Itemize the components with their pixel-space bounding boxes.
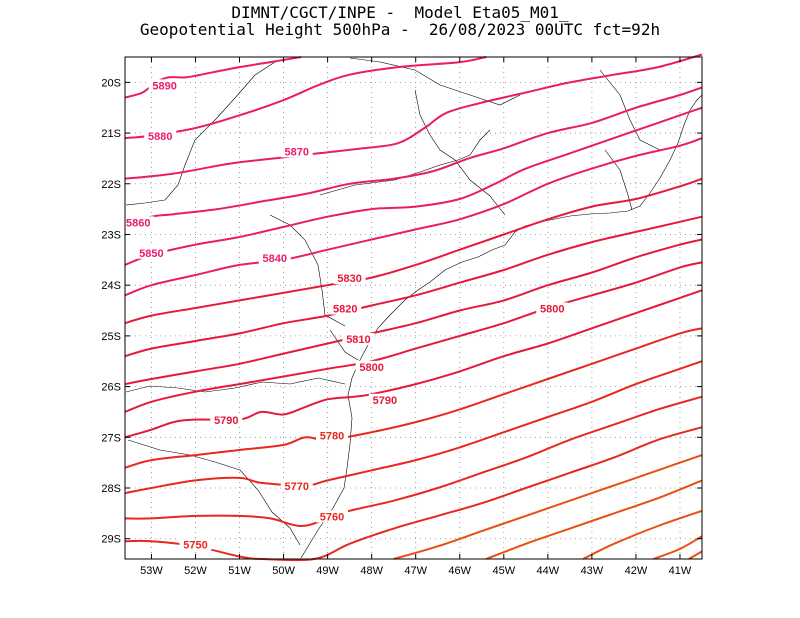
contour-label-bg	[329, 302, 362, 315]
state-border	[127, 439, 301, 546]
contour-label-bg	[135, 246, 168, 259]
lat-tick-label: 27S	[101, 432, 121, 444]
contour-label-bg	[210, 414, 243, 427]
lat-tick-label: 20S	[101, 77, 121, 89]
contour-label-5830: 5830	[337, 273, 361, 285]
contour-5790	[124, 289, 703, 439]
contour-label-5790: 5790	[214, 415, 238, 427]
contour-label-5760: 5760	[320, 511, 344, 523]
contour-label-bg	[280, 480, 313, 493]
contour-label-5850: 5850	[139, 248, 163, 260]
state-border	[414, 89, 506, 216]
contour-label-5800: 5800	[540, 304, 564, 316]
lon-tick-label: 41W	[669, 565, 692, 577]
title-line-2: Geopotential Height 500hPa - 26/08/2023 …	[139, 20, 661, 39]
contour-label-bg	[342, 332, 375, 345]
lon-tick-label: 48W	[360, 565, 383, 577]
contour-5850	[124, 106, 703, 266]
state-border	[329, 329, 359, 361]
title-line-1: DIMNT/CGCT/INPE - Model Eta05_M01_	[231, 3, 569, 22]
contour-5780	[124, 327, 703, 469]
contour-label-5790: 5790	[373, 395, 397, 407]
contour-5840	[124, 137, 703, 297]
state-border	[125, 377, 346, 393]
lon-tick-label: 46W	[448, 565, 471, 577]
contour-lines	[124, 53, 703, 562]
lon-tick-label: 52W	[184, 565, 207, 577]
lat-tick-label: 23S	[101, 229, 121, 241]
contour-label-bg	[368, 393, 401, 406]
lon-tick-label: 42W	[625, 565, 648, 577]
contour-label-bg	[258, 251, 291, 264]
contour-label-5870: 5870	[285, 146, 309, 158]
contour-5830	[124, 177, 703, 325]
contour-5880	[124, 56, 487, 140]
coastline	[300, 94, 703, 559]
state-border	[319, 129, 491, 196]
lat-tick-label: 26S	[101, 382, 121, 394]
contour-5800	[124, 261, 703, 413]
lat-tick-label: 25S	[101, 331, 121, 343]
contour-label-5800: 5800	[359, 362, 383, 374]
contour-5720	[582, 509, 703, 560]
contour-5770	[124, 360, 703, 495]
lon-tick-label: 50W	[272, 565, 295, 577]
axis-ticks: 53W 52W 51W 50W 49W 48W 47W 46W 45W 44W 43W 42W 41W 2…	[101, 57, 702, 577]
contour-5730	[485, 479, 703, 560]
contour-label-bg	[148, 79, 181, 92]
contour-label-5820: 5820	[333, 304, 357, 316]
contour-label-5860: 5860	[126, 217, 150, 229]
contour-label-bg	[316, 429, 349, 442]
lon-tick-label: 47W	[404, 565, 427, 577]
lon-tick-label: 43W	[581, 565, 604, 577]
contour-label-5890: 5890	[152, 80, 176, 92]
lon-tick-label: 49W	[316, 565, 339, 577]
lat-tick-label: 29S	[101, 534, 121, 546]
contour-labels: 5890 5880 5870 5860 5850 5840 5830 5820 5810 5800…	[122, 79, 569, 551]
contour-5810	[124, 238, 703, 386]
contour-label-5750: 5750	[183, 539, 207, 551]
lat-tick-label: 28S	[101, 483, 121, 495]
contour-5700	[688, 550, 703, 560]
contour-label-bg	[179, 538, 212, 551]
state-border	[604, 149, 633, 211]
contour-label-bg	[316, 510, 349, 523]
contour-5890	[124, 56, 302, 99]
contour-label-5880: 5880	[148, 131, 172, 143]
contour-label-5780: 5780	[320, 430, 344, 442]
contour-5860	[124, 86, 703, 226]
contour-label-5840: 5840	[263, 253, 287, 265]
contour-label-bg	[122, 216, 155, 229]
lon-tick-label: 45W	[492, 565, 515, 577]
contour-5750	[124, 426, 703, 562]
contour-label-5770: 5770	[285, 481, 309, 493]
lon-tick-label: 51W	[228, 565, 251, 577]
contour-label-bg	[280, 145, 313, 158]
state-border	[599, 69, 661, 151]
lat-tick-label: 24S	[101, 280, 121, 292]
contour-5740	[393, 454, 703, 560]
lat-tick-label: 21S	[101, 128, 121, 140]
map-frame	[124, 56, 703, 560]
contour-5820	[124, 215, 703, 358]
state-border	[349, 57, 521, 106]
contour-label-bg	[536, 302, 569, 315]
lat-tick-label: 22S	[101, 179, 121, 191]
lat-lon-grid	[125, 57, 702, 559]
contour-5760	[124, 395, 703, 527]
state-border	[125, 61, 276, 206]
contour-label-5810: 5810	[346, 334, 370, 346]
chart-title: DIMNT/CGCT/INPE - Model Eta05_M01_ Geopo…	[0, 4, 800, 38]
lon-tick-label: 44W	[537, 565, 560, 577]
contour-label-bg	[355, 360, 388, 373]
lon-tick-label: 53W	[140, 565, 163, 577]
contour-label-bg	[144, 130, 177, 143]
contour-5870	[124, 53, 703, 180]
contour-label-bg	[333, 272, 366, 285]
